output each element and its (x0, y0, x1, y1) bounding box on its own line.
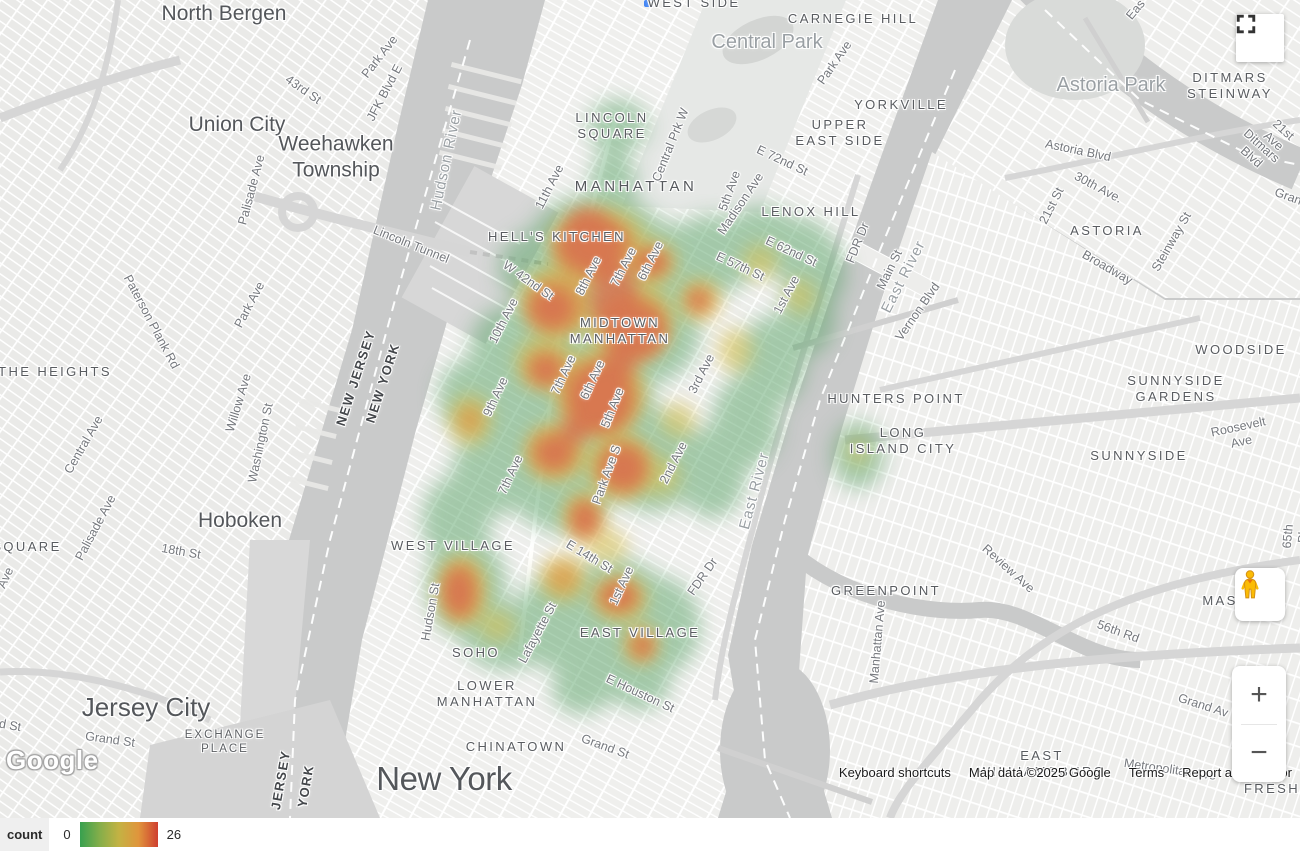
central-park-area (622, 0, 846, 212)
water-newtown-creek (789, 548, 1141, 668)
google-logo[interactable]: Google (6, 745, 99, 775)
map-canvas[interactable]: North Bergen Union City Weehawken Township… (0, 0, 1300, 818)
legend-max: 26 (166, 827, 182, 842)
zoom-divider (1241, 723, 1277, 725)
keyboard-shortcuts-link[interactable]: Keyboard shortcuts (838, 765, 951, 780)
legend-gradient-bar (79, 822, 158, 847)
fullscreen-button[interactable] (1236, 14, 1284, 62)
legend-count-label: count (0, 818, 50, 851)
docks-jersey-city (140, 700, 380, 818)
highways (0, 0, 1300, 818)
map-data-text: Map data ©2025 Google (968, 765, 1111, 780)
land-new-jersey (0, 0, 428, 818)
minus-icon: − (1250, 736, 1268, 770)
poi-icon (644, 0, 653, 7)
map-graphics (0, 0, 1300, 818)
fullscreen-icon (1236, 14, 1256, 34)
astoria-park-area (1005, 0, 1145, 100)
zoom-in-button[interactable]: + (1232, 666, 1286, 724)
plus-icon: + (1250, 677, 1268, 711)
pegman-button[interactable] (1235, 568, 1285, 621)
zoom-out-button[interactable]: − (1232, 725, 1286, 783)
terms-link[interactable]: Terms (1128, 765, 1165, 780)
heatmap-overlay (422, 100, 884, 714)
legend-bar: count 0 26 (0, 818, 1300, 851)
piers (286, 62, 522, 492)
attribution: Keyboard shortcuts Map data ©2025 Google… (839, 765, 1292, 780)
pegman-icon (1241, 570, 1259, 599)
zoom-control: + − (1232, 666, 1286, 782)
boundary-lines (289, 9, 1300, 818)
legend-min: 0 (63, 827, 71, 842)
